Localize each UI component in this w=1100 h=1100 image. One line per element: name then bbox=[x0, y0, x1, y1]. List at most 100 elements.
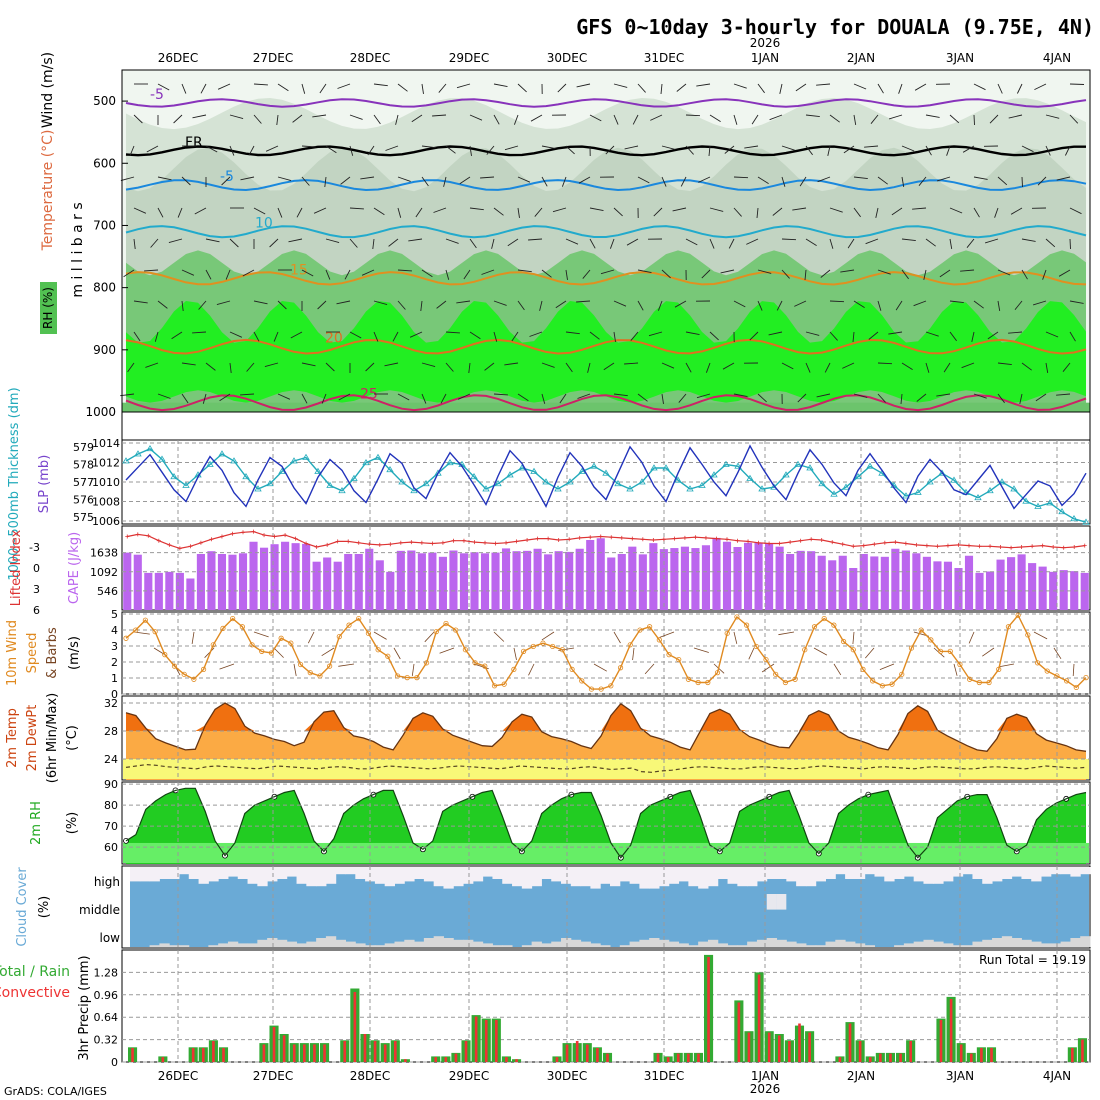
precip-conv-bar bbox=[434, 1057, 438, 1062]
wind-barb bbox=[360, 176, 375, 180]
wind-barb bbox=[157, 207, 164, 218]
wind-barb bbox=[445, 269, 450, 280]
wind-barb bbox=[987, 331, 999, 340]
wind-barb bbox=[150, 238, 159, 248]
wind-barb bbox=[1035, 393, 1047, 402]
y-axis-label: m i l l i b a r s bbox=[70, 202, 86, 297]
data-point bbox=[734, 614, 740, 620]
precip-conv-bar bbox=[393, 1041, 397, 1062]
low-cloud-bar bbox=[717, 943, 729, 947]
wind-barb bbox=[349, 331, 362, 339]
wind-barb bbox=[253, 331, 260, 342]
data-point bbox=[850, 647, 856, 653]
data-point bbox=[302, 453, 310, 460]
wind-barb bbox=[901, 238, 916, 242]
wind10m-line bbox=[125, 614, 1087, 690]
wind-barb bbox=[555, 300, 567, 309]
cape-bar bbox=[544, 554, 553, 610]
wind-barb bbox=[589, 331, 600, 340]
wind-barb bbox=[408, 238, 423, 242]
cape-bar bbox=[417, 553, 426, 610]
data-point bbox=[746, 474, 754, 481]
high-clear-bar bbox=[404, 867, 415, 882]
low-cloud-bar bbox=[815, 945, 827, 947]
precip-conv-bar bbox=[676, 1053, 680, 1062]
precip-conv-bar bbox=[707, 957, 710, 1062]
wind-barb bbox=[277, 300, 287, 310]
low-cloud-bar bbox=[1031, 941, 1042, 947]
isotherm-label: FR bbox=[185, 135, 203, 151]
wind-barb-10m bbox=[982, 647, 995, 657]
wind-barb bbox=[685, 238, 698, 246]
wind-barb bbox=[301, 83, 306, 94]
precip-conv-bar bbox=[747, 1032, 751, 1062]
high-clear-bar bbox=[521, 867, 533, 889]
wind-barb bbox=[133, 207, 147, 214]
wind-barb-10m bbox=[273, 647, 284, 658]
precip-conv-bar bbox=[222, 1048, 225, 1062]
precip-conv-bar bbox=[777, 1035, 781, 1062]
data-point bbox=[821, 615, 827, 622]
wind-barb bbox=[273, 331, 279, 342]
wind-barb bbox=[277, 176, 292, 182]
cape-bar bbox=[291, 543, 300, 610]
precip-conv-bar bbox=[899, 1053, 902, 1062]
wind-barb bbox=[120, 176, 135, 182]
data-point bbox=[957, 661, 963, 668]
high-clear-bar bbox=[306, 867, 317, 887]
wind-barb bbox=[432, 114, 447, 117]
data-point bbox=[1044, 668, 1050, 674]
low-cloud-bar bbox=[854, 943, 866, 947]
date-label-top: 30DEC bbox=[547, 51, 587, 65]
wind-barb bbox=[445, 238, 459, 244]
cape-bar bbox=[754, 542, 763, 610]
cape-bar bbox=[638, 554, 647, 610]
wind-barb bbox=[1016, 83, 1023, 94]
wind-barb bbox=[127, 362, 135, 373]
wind-legend-label: Wind (m/s) bbox=[40, 52, 56, 128]
wind-barb bbox=[445, 331, 460, 334]
tick-label: 575 bbox=[73, 511, 94, 524]
tick-label: 600 bbox=[93, 156, 116, 170]
wind-barb bbox=[877, 362, 893, 365]
high-clear-bar bbox=[551, 867, 562, 882]
wind-barb bbox=[493, 207, 504, 216]
panel-gap bbox=[121, 411, 1091, 441]
data-point bbox=[637, 627, 643, 633]
data-point bbox=[462, 647, 468, 653]
wind-barb bbox=[779, 83, 783, 94]
cape-bar bbox=[354, 554, 363, 610]
wind-barb-10m bbox=[632, 647, 635, 661]
wind-barb bbox=[457, 393, 471, 400]
data-point bbox=[297, 661, 304, 668]
wind-barb bbox=[205, 238, 220, 243]
low-cloud-bar bbox=[178, 945, 190, 947]
wind-barb bbox=[216, 300, 231, 306]
isotherm-line bbox=[125, 338, 1087, 355]
wind-barb bbox=[192, 331, 207, 334]
wind-barb bbox=[1056, 176, 1071, 181]
wind-barb bbox=[685, 362, 692, 373]
wind-barb bbox=[438, 83, 447, 93]
tick-label: 90 bbox=[104, 778, 118, 791]
wind-barb bbox=[960, 269, 975, 272]
high-clear-bar bbox=[139, 867, 151, 882]
wind-barb bbox=[989, 114, 999, 124]
tick-label: 0 bbox=[111, 1056, 118, 1069]
precip-conv-bar bbox=[959, 1044, 963, 1062]
wind-barb bbox=[829, 114, 840, 123]
high-clear-bar bbox=[766, 867, 778, 879]
wind-barb bbox=[517, 393, 529, 402]
data-point bbox=[763, 656, 769, 663]
wind-barb bbox=[171, 331, 183, 340]
wind-barb bbox=[397, 300, 406, 310]
wind-barb bbox=[411, 114, 423, 123]
wind-barb-10m bbox=[748, 647, 755, 660]
wind-barb-10m bbox=[864, 647, 875, 659]
wind-barb bbox=[1042, 269, 1047, 280]
cape-bar bbox=[838, 555, 847, 610]
wind-barb bbox=[613, 331, 616, 342]
tick-label: 3 bbox=[111, 640, 118, 653]
cape-bar bbox=[901, 550, 910, 610]
wind-barb bbox=[517, 83, 527, 93]
